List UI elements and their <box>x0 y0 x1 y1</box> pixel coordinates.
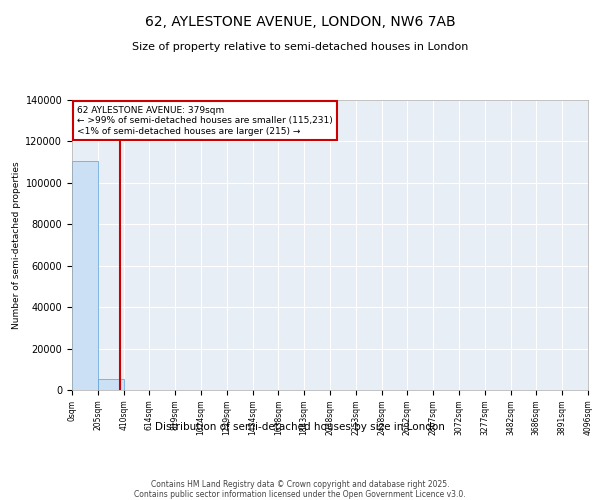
Bar <box>98 379 124 390</box>
Y-axis label: Number of semi-detached properties: Number of semi-detached properties <box>12 161 21 329</box>
Text: Contains HM Land Registry data © Crown copyright and database right 2025.
Contai: Contains HM Land Registry data © Crown c… <box>134 480 466 500</box>
Text: Distribution of semi-detached houses by size in London: Distribution of semi-detached houses by … <box>155 422 445 432</box>
Text: Size of property relative to semi-detached houses in London: Size of property relative to semi-detach… <box>132 42 468 52</box>
Bar <box>72 161 98 390</box>
Text: 62 AYLESTONE AVENUE: 379sqm
← >99% of semi-detached houses are smaller (115,231): 62 AYLESTONE AVENUE: 379sqm ← >99% of se… <box>77 106 333 136</box>
Text: 62, AYLESTONE AVENUE, LONDON, NW6 7AB: 62, AYLESTONE AVENUE, LONDON, NW6 7AB <box>145 15 455 29</box>
